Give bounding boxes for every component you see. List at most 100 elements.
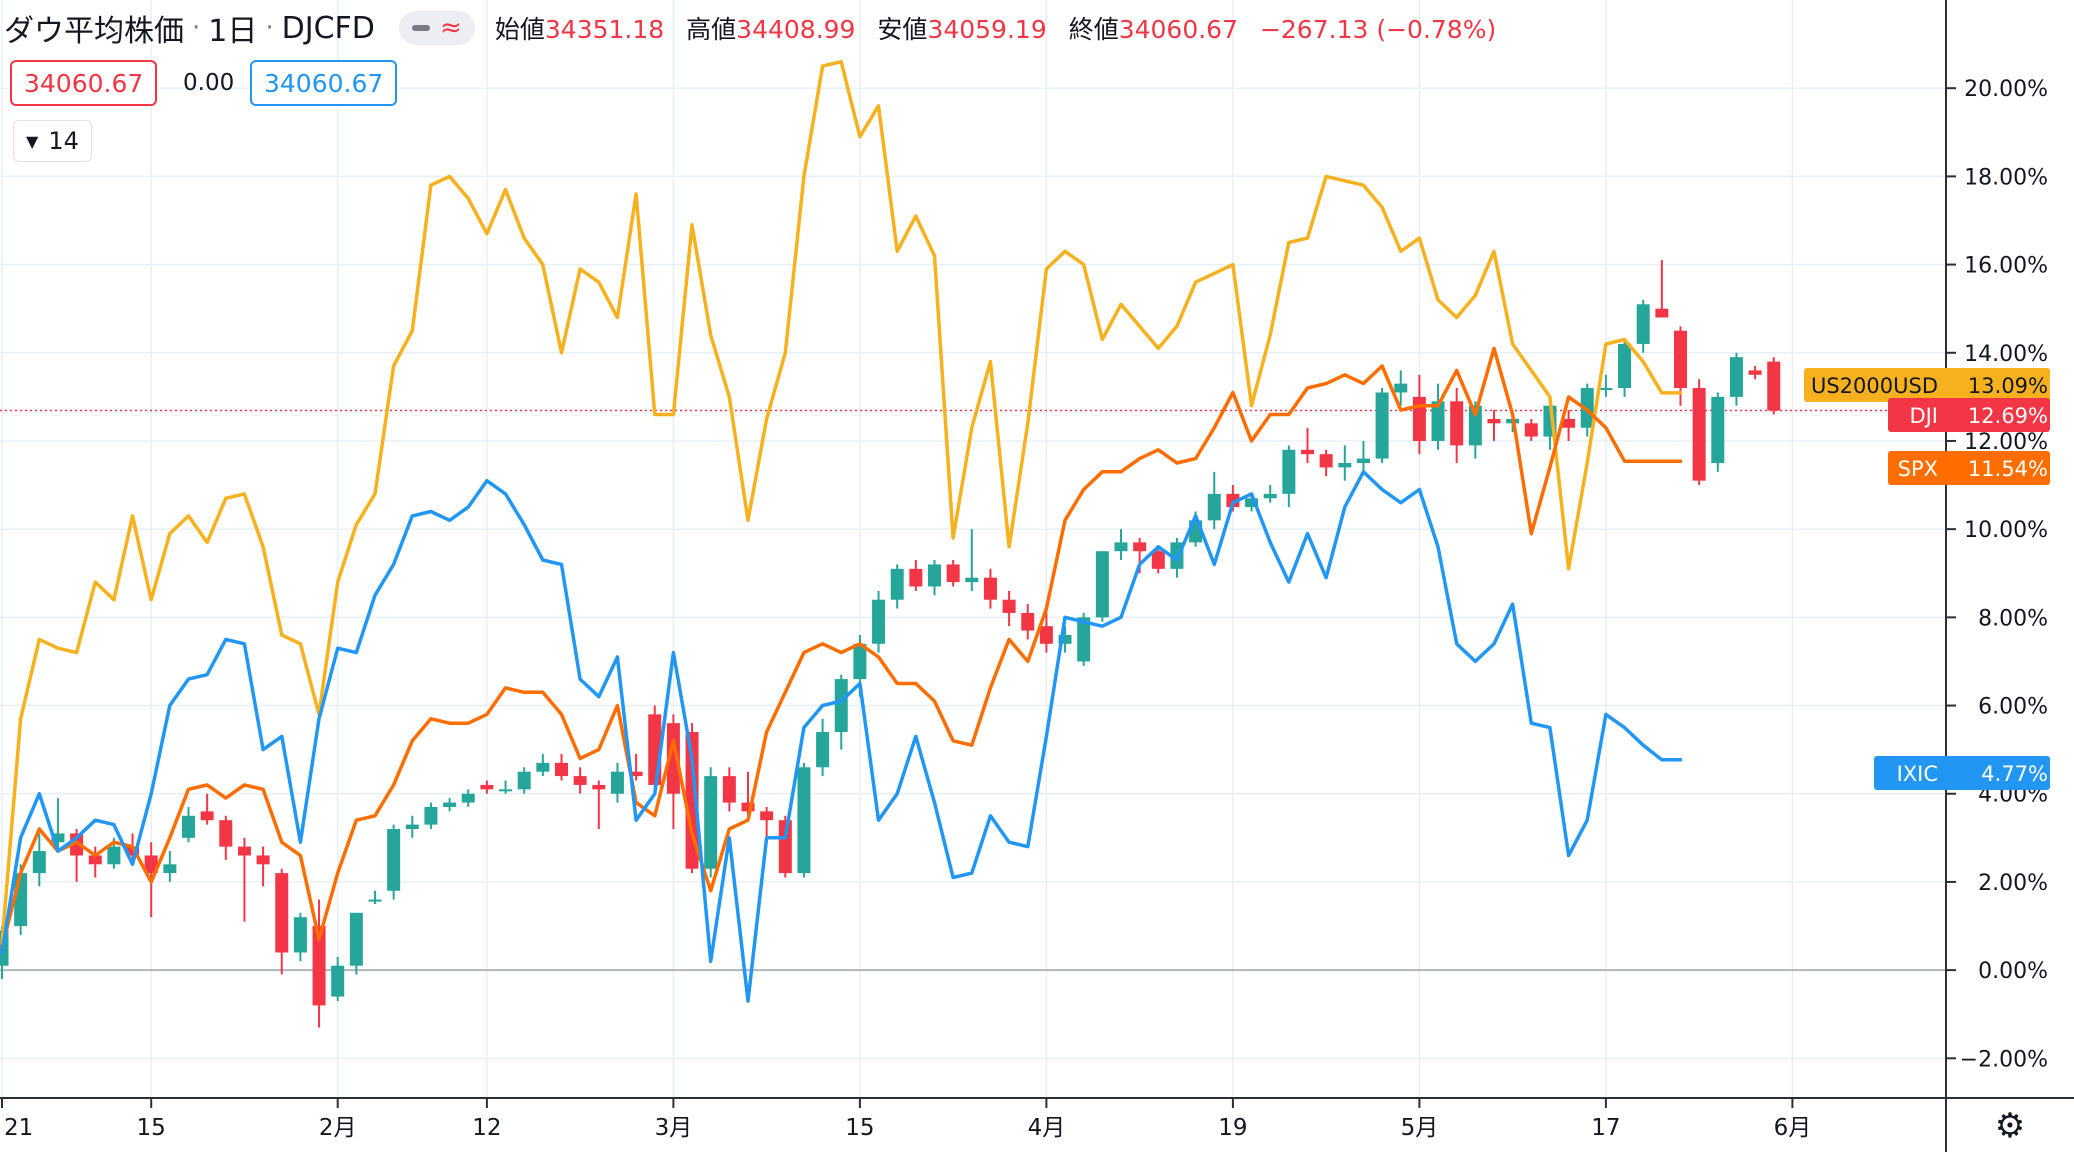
indicators-toggle[interactable]: ▼ 14: [13, 120, 92, 162]
candle-down: [1674, 330, 1687, 389]
candle-up: [1282, 449, 1296, 494]
y-tick-label: 18.00%: [1964, 165, 2048, 190]
candle-up: [182, 815, 195, 838]
candle-up: [1058, 634, 1072, 644]
candle-up: [1114, 542, 1128, 552]
y-tick-label: −2.00%: [1960, 1047, 2048, 1072]
candle-down: [1562, 418, 1576, 428]
candle-up: [1077, 617, 1091, 662]
candle-up: [387, 829, 401, 891]
candle-up: [1580, 388, 1594, 428]
candle-up: [853, 643, 867, 680]
candle-up: [443, 802, 457, 807]
candle-down: [144, 855, 158, 874]
open-label: 始値: [494, 15, 545, 44]
candle-up: [834, 679, 848, 732]
candle-down: [666, 723, 680, 794]
wave-icon: ≈: [440, 13, 462, 43]
gear-icon[interactable]: ⚙: [1994, 1106, 2026, 1146]
candle-up: [1095, 551, 1109, 618]
y-tick-label: 6.00%: [1978, 695, 2048, 720]
candle-down: [983, 577, 997, 600]
y-tick-label: 16.00%: [1964, 254, 2048, 279]
title-separator: ·: [192, 13, 201, 43]
chevron-down-icon: ▼: [26, 131, 39, 151]
x-tick-label: 15: [845, 1115, 874, 1141]
candle-up: [890, 568, 904, 600]
candle-up: [965, 577, 979, 583]
sell-price-button[interactable]: 34060.67: [10, 60, 158, 106]
candle-down: [1002, 599, 1016, 613]
candle-down: [1487, 418, 1501, 424]
candle-down: [592, 784, 606, 790]
candle-down: [685, 732, 699, 869]
candle-down: [1524, 423, 1538, 437]
candle-up: [704, 776, 718, 869]
series-badge-name: SPX: [1898, 457, 1938, 481]
buy-price-button[interactable]: 34060.67: [250, 60, 398, 106]
x-tick-label: 12: [472, 1115, 501, 1141]
candle-up: [610, 771, 624, 794]
candle-down: [126, 846, 140, 856]
candle-up: [928, 564, 941, 587]
chart-style-toggle[interactable]: ≈: [398, 11, 475, 45]
x-tick-label: 6月: [1774, 1115, 1812, 1141]
series-badge-name: IXIC: [1897, 762, 1938, 786]
candle-up: [424, 806, 438, 825]
candle-up: [1394, 383, 1408, 393]
candle-down: [1319, 454, 1333, 468]
series-badge-value: 13.09%: [1968, 374, 2048, 398]
candle-down: [1151, 551, 1165, 569]
series-line-ixic: [0, 470, 1683, 1003]
ohlc-readout: 始値34351.18 高値34408.99 安値34059.19 終値34060…: [495, 10, 1496, 46]
open-value: 34351.18: [544, 15, 665, 44]
candle-up: [14, 873, 28, 927]
candle-up: [1338, 463, 1352, 468]
candle-down: [1039, 626, 1053, 644]
indicator-count: 14: [48, 127, 79, 155]
source-label[interactable]: DJCFD: [281, 10, 375, 46]
series-line-us2000usd: [0, 59, 1683, 946]
close-label: 終値: [1068, 15, 1119, 44]
candle-up: [1618, 343, 1632, 389]
candle-down: [1226, 493, 1240, 508]
candle-up: [1356, 458, 1370, 464]
symbol-title[interactable]: ダウ平均株価: [4, 14, 184, 49]
series-badge-dji: [1888, 398, 2050, 432]
candle-up: [797, 767, 811, 874]
candle-up: [331, 965, 345, 997]
interval-label[interactable]: 1日: [208, 14, 258, 49]
candle-up: [51, 833, 65, 843]
candle-down: [778, 820, 792, 874]
low-label: 安値: [877, 15, 928, 44]
series-badge-name: US2000USD: [1811, 374, 1938, 398]
series-badge-value: 11.54%: [1968, 457, 2048, 481]
candle-up: [405, 824, 419, 830]
candle-up: [1729, 357, 1743, 397]
candle-down: [88, 855, 102, 865]
candle-up: [1431, 401, 1445, 441]
candle-down: [1748, 370, 1762, 375]
high-label: 高値: [686, 15, 737, 44]
candle-down: [909, 568, 923, 587]
y-tick-label: 12.00%: [1964, 430, 2048, 455]
candle-down: [1412, 396, 1426, 441]
candle-down: [312, 926, 326, 1006]
series-badge-us2000usd: [1804, 368, 2050, 402]
candle-up: [517, 771, 531, 790]
candle-down: [480, 784, 494, 790]
candle-up: [107, 846, 121, 865]
candle-down: [555, 762, 568, 777]
candle-down: [741, 802, 755, 812]
candle-up: [1711, 396, 1725, 464]
y-tick-label: 2.00%: [1978, 871, 2048, 896]
close-value: 34060.67: [1118, 15, 1238, 44]
series-line-spx: [0, 346, 1683, 950]
low-value: 34059.19: [927, 15, 1047, 44]
candle-up: [461, 793, 475, 803]
candle-up: [1245, 498, 1259, 508]
y-tick-label: 10.00%: [1964, 518, 2048, 543]
candle-down: [1021, 612, 1035, 631]
candle-down: [1450, 401, 1464, 446]
